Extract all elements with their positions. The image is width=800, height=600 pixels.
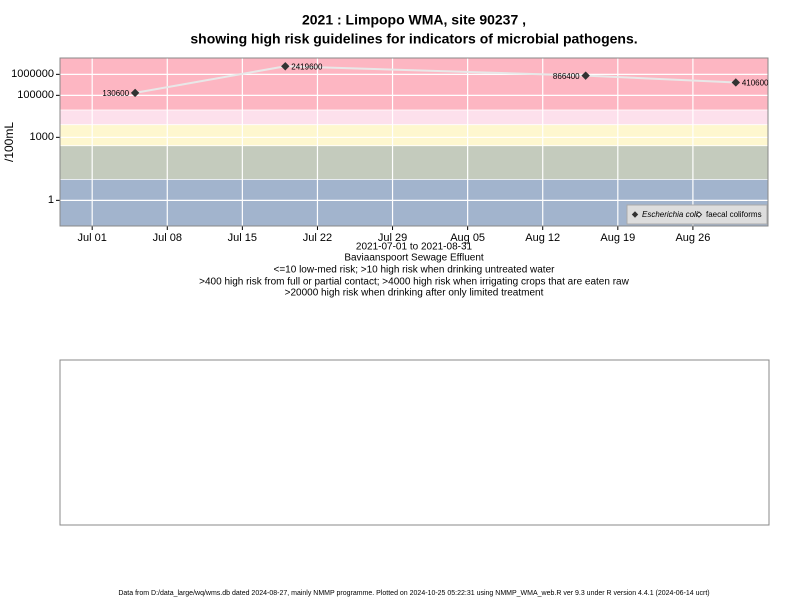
value-label: 866400 bbox=[553, 72, 580, 81]
x-tick-label: Jul 22 bbox=[303, 232, 332, 244]
x-tick-label: Jul 01 bbox=[78, 232, 107, 244]
value-label: 410600 bbox=[742, 79, 769, 88]
data-point bbox=[731, 78, 741, 87]
legend: Escherichia coli faecal coliforms bbox=[626, 204, 768, 225]
risk-band bbox=[60, 58, 768, 111]
data-point bbox=[581, 71, 590, 80]
note: >20000 high risk when drinking after onl… bbox=[285, 288, 544, 299]
y-tick-label: 1000 bbox=[30, 131, 54, 143]
footer: Data from D:/data_large/wq/wms.db dated … bbox=[118, 590, 709, 597]
legend-marker bbox=[695, 211, 703, 218]
legend-label: faecal coliforms bbox=[706, 210, 762, 219]
legend-marker bbox=[631, 211, 639, 218]
risk-band bbox=[60, 110, 768, 125]
legend-label: Escherichia coli bbox=[642, 210, 698, 219]
value-label: 130600 bbox=[102, 89, 129, 98]
risk-band bbox=[60, 145, 768, 180]
x-tick-label: Aug 12 bbox=[525, 232, 560, 244]
x-tick-label: Jul 29 bbox=[378, 232, 407, 244]
empty-panel bbox=[59, 359, 770, 526]
x-axis-label: 2021-07-01 to 2021-08-31 bbox=[356, 242, 473, 253]
x-axis-label: Baviaanspoort Sewage Effluent bbox=[344, 253, 484, 264]
y-tick-label: 100000 bbox=[17, 89, 54, 101]
x-tick-label: Jul 08 bbox=[153, 232, 182, 244]
chart-title: 2021 : Limpopo WMA, site 90237 , bbox=[302, 12, 526, 28]
y-axis-label: /100mL bbox=[2, 122, 16, 162]
risk-band bbox=[60, 124, 768, 146]
note: >400 high risk from full or partial cont… bbox=[199, 277, 629, 288]
value-label: 2419600 bbox=[291, 62, 323, 71]
x-tick-label: Jul 15 bbox=[228, 232, 257, 244]
y-tick-label: 1000000 bbox=[11, 68, 54, 80]
x-tick-label: Aug 19 bbox=[600, 232, 635, 244]
note: <=10 low-med risk; >10 high risk when dr… bbox=[274, 265, 556, 276]
x-tick-label: Aug 05 bbox=[450, 232, 485, 244]
data-point bbox=[281, 62, 290, 71]
x-tick-label: Aug 26 bbox=[675, 232, 710, 244]
plot-frame bbox=[59, 57, 769, 227]
data-point bbox=[130, 88, 140, 98]
y-tick-label: 1 bbox=[48, 194, 54, 206]
data-line bbox=[134, 65, 736, 94]
chart-title: showing high risk guidelines for indicat… bbox=[190, 31, 637, 47]
